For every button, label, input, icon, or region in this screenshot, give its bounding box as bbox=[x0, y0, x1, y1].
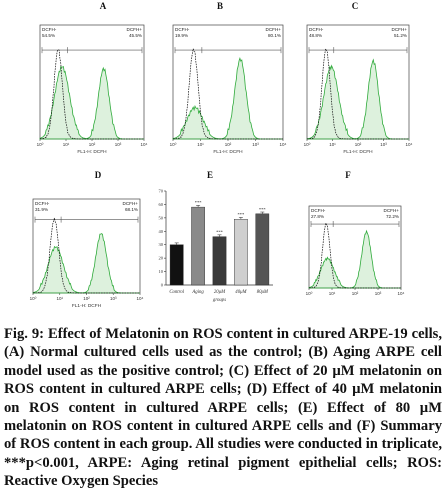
x-tick-label: 10² bbox=[89, 142, 96, 147]
gate-right-value: 72.2% bbox=[386, 214, 399, 219]
category-label: 20μM bbox=[214, 290, 226, 295]
x-tick-label: 10¹ bbox=[197, 142, 204, 147]
x-tick-label: 10³ bbox=[380, 142, 387, 147]
control-histogram bbox=[39, 49, 144, 140]
panel-letter-f: F bbox=[345, 170, 351, 180]
histogram-f: 10⁰ 10¹ 10² 10³ 10⁴ DCFH-27.8% DCFH+72.2% bbox=[306, 205, 405, 296]
y-tick-label: 10 bbox=[159, 269, 164, 274]
x-tick-label: 10³ bbox=[115, 142, 122, 147]
bar-40m bbox=[234, 219, 248, 286]
significance-label: *** bbox=[259, 207, 267, 212]
significance-label: *** bbox=[216, 230, 224, 235]
x-axis-label: FL1-H: DCFH bbox=[72, 303, 102, 309]
histogram-d: 10⁰ 10¹ 10² 10³ 10⁴ FL1-H: DCFH DCFH-31.9% DCFH… bbox=[30, 198, 144, 309]
x-axis-label: groups bbox=[213, 298, 226, 303]
figure-caption: Fig. 9: Effect of Melatonin on ROS conte… bbox=[4, 326, 442, 490]
gate-left-label: DCFH- bbox=[311, 208, 326, 213]
sample-histogram bbox=[39, 65, 144, 140]
x-tick-label: 10³ bbox=[252, 142, 259, 147]
x-tick-label: 10⁴ bbox=[141, 142, 148, 147]
x-tick-label: 10⁴ bbox=[398, 291, 405, 296]
x-axis-label: FL1-H: DCFH bbox=[77, 149, 107, 155]
panel-letter-e: E bbox=[206, 170, 213, 180]
histogram-c: 10⁰ 10¹ 10² 10³ 10⁴ FL1-H: DCFH DCFH-48.8% DCFH… bbox=[304, 24, 413, 155]
x-tick-label: 10⁰ bbox=[304, 142, 311, 147]
gate-right-label: DCFH+ bbox=[266, 27, 282, 32]
x-tick-label: 10¹ bbox=[63, 142, 70, 147]
category-label: Control bbox=[169, 290, 184, 295]
gate-left-value: 54.5% bbox=[42, 33, 55, 38]
x-axis-label: FL1-H: DCFH bbox=[213, 149, 243, 155]
x-tick-label: 10⁰ bbox=[37, 142, 44, 147]
bar-chart-e: 0 10 20 30 40 50 60 70 Control *** Aging *** 20μM ***… bbox=[159, 189, 273, 303]
category-label: 40μM bbox=[235, 290, 247, 295]
gate-right-value: 68.1% bbox=[125, 207, 138, 212]
bar-aging bbox=[191, 206, 205, 286]
gate-left-value: 27.8% bbox=[311, 214, 324, 219]
y-tick-label: 50 bbox=[159, 215, 164, 220]
sample-histogram bbox=[32, 233, 140, 294]
sample-histogram bbox=[172, 57, 283, 140]
x-tick-label: 10⁰ bbox=[306, 291, 313, 296]
control-histogram bbox=[172, 48, 283, 140]
gate-left-value: 19.9% bbox=[175, 33, 188, 38]
gate-right-value: 51.2% bbox=[394, 33, 407, 38]
gate-right-label: DCFH+ bbox=[384, 208, 400, 213]
gate-left-label: DCFH- bbox=[175, 27, 190, 32]
x-tick-label: 10⁴ bbox=[137, 296, 144, 301]
panel-letter-a: A bbox=[99, 1, 107, 11]
bar-20m bbox=[212, 236, 227, 286]
control-histogram bbox=[308, 221, 401, 289]
gate-left-label: DCFH- bbox=[35, 201, 50, 206]
gate-right-value: 45.5% bbox=[129, 33, 142, 38]
gate-right-label: DCFH+ bbox=[127, 27, 143, 32]
x-tick-label: 10² bbox=[225, 142, 232, 147]
x-tick-label: 10⁴ bbox=[280, 142, 287, 147]
x-tick-label: 10¹ bbox=[329, 291, 336, 296]
significance-label: *** bbox=[238, 212, 246, 217]
x-tick-label: 10² bbox=[355, 142, 362, 147]
y-tick-label: 40 bbox=[159, 229, 164, 234]
panel-letter-c: C bbox=[351, 1, 359, 11]
gate-right-label: DCFH+ bbox=[123, 201, 139, 206]
panel-letter-b: B bbox=[216, 1, 223, 11]
y-tick-label: 30 bbox=[159, 242, 164, 247]
control-histogram bbox=[32, 217, 140, 294]
gate-left-label: DCFH- bbox=[42, 27, 57, 32]
y-tick-label: 0 bbox=[161, 283, 164, 288]
bar-control bbox=[169, 244, 184, 286]
x-tick-label: 10¹ bbox=[329, 142, 336, 147]
x-tick-label: 10⁰ bbox=[170, 142, 177, 147]
gate-right-label: DCFH+ bbox=[392, 27, 408, 32]
y-tick-label: 60 bbox=[159, 202, 164, 207]
panel-letter-d: D bbox=[94, 170, 102, 180]
gate-right-value: 80.1% bbox=[268, 33, 281, 38]
x-tick-label: 10¹ bbox=[56, 296, 63, 301]
y-tick-label: 20 bbox=[159, 256, 164, 261]
histogram-b: 10⁰ 10¹ 10² 10³ 10⁴ FL1-H: DCFH DCFH-19.9% DCFH… bbox=[170, 24, 287, 155]
gate-left-value: 31.9% bbox=[35, 207, 48, 212]
gate-left-label: DCFH- bbox=[309, 27, 324, 32]
y-tick-label: 70 bbox=[159, 189, 164, 194]
x-tick-label: 10³ bbox=[110, 296, 117, 301]
sample-histogram bbox=[306, 58, 409, 140]
histogram-a: 10⁰ 10¹ 10² 10³ 10⁴ FL1-H: DCFH DCFH-54.5% DCFH… bbox=[37, 24, 148, 155]
x-axis-label: FL1-H: DCFH bbox=[343, 149, 373, 155]
control-histogram bbox=[306, 48, 409, 140]
x-tick-label: 10² bbox=[352, 291, 359, 296]
category-label: Aging bbox=[191, 290, 204, 295]
x-tick-label: 10³ bbox=[375, 291, 382, 296]
x-tick-label: 10² bbox=[83, 296, 90, 301]
gate-left-value: 48.8% bbox=[309, 33, 322, 38]
sample-histogram bbox=[308, 229, 401, 289]
bar-80m bbox=[255, 213, 270, 286]
significance-label: *** bbox=[195, 200, 203, 205]
category-label: 80μM bbox=[257, 290, 269, 295]
x-tick-label: 10⁴ bbox=[406, 142, 413, 147]
x-tick-label: 10⁰ bbox=[30, 296, 37, 301]
